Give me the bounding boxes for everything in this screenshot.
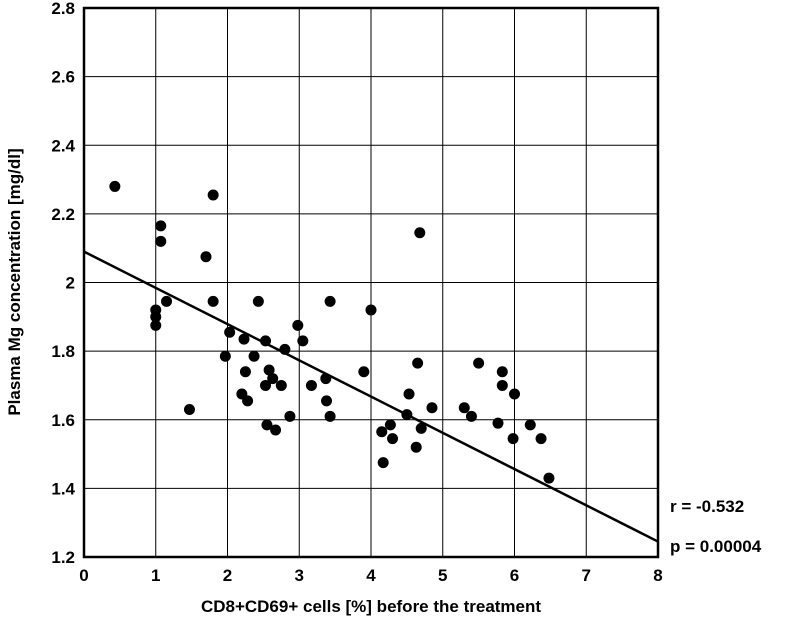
data-point: [496, 366, 508, 378]
x-axis-label: CD8+CD69+ cells [%] before the treatment: [201, 597, 541, 616]
data-point: [320, 373, 332, 385]
data-point: [200, 251, 212, 263]
data-point: [412, 357, 424, 369]
data-point: [150, 319, 162, 331]
data-point: [496, 379, 508, 391]
data-point: [207, 295, 219, 307]
data-points: [109, 180, 555, 484]
data-point: [183, 403, 195, 415]
data-point: [321, 395, 333, 407]
data-point: [252, 295, 264, 307]
y-tick-label: 2: [66, 274, 75, 293]
data-point: [219, 350, 231, 362]
data-point: [410, 441, 422, 453]
data-point: [267, 373, 279, 385]
data-point: [297, 335, 309, 347]
data-point: [260, 379, 272, 391]
data-point: [543, 472, 555, 484]
y-tick-label: 2.8: [51, 0, 75, 18]
data-point: [207, 189, 219, 201]
data-point: [263, 364, 275, 376]
x-tick-label: 8: [653, 566, 662, 585]
data-point: [305, 379, 317, 391]
data-point: [238, 333, 250, 345]
data-point: [403, 388, 415, 400]
data-point: [260, 335, 272, 347]
p-value: p = 0.00004: [670, 537, 762, 556]
x-tick-label: 0: [79, 566, 88, 585]
data-point: [292, 319, 304, 331]
data-point: [358, 366, 370, 378]
data-point: [509, 388, 520, 400]
data-point: [239, 366, 251, 378]
data-point: [150, 311, 162, 323]
data-point: [248, 350, 260, 362]
x-tick-label: 3: [295, 566, 304, 585]
data-point: [376, 426, 388, 438]
x-tick-label: 2: [223, 566, 232, 585]
y-tick-label: 2.4: [51, 136, 75, 155]
data-point: [377, 457, 389, 469]
y-tick-label: 1.4: [51, 479, 75, 498]
data-point: [473, 357, 485, 369]
x-tick-label: 5: [438, 566, 447, 585]
y-tick-labels: 1.2 1.4 1.6 1.8 2 2.2 2.4 2.6 2.8: [51, 0, 75, 567]
data-point: [161, 295, 173, 307]
y-tick-label: 1.8: [51, 342, 75, 361]
data-point: [155, 235, 167, 247]
data-point: [458, 402, 470, 414]
data-point: [415, 422, 427, 434]
data-point: [465, 410, 477, 422]
data-point: [155, 220, 167, 232]
data-point: [401, 409, 413, 421]
y-axis-label: Plasma Mg concentration [mg/dl]: [5, 148, 24, 415]
plot-frame: [82, 6, 660, 559]
x-tick-labels: 0 1 2 3 4 5 6 7 8: [79, 566, 662, 585]
data-point: [284, 410, 296, 422]
data-point: [275, 379, 287, 391]
data-point: [365, 304, 377, 316]
data-point: [535, 433, 547, 445]
y-tick-label: 1.6: [51, 411, 75, 430]
correlation-r: r = -0.532: [670, 497, 744, 516]
regression-line: [83, 250, 659, 543]
data-point: [524, 419, 536, 431]
data-point: [414, 227, 426, 239]
y-tick-label: 1.2: [51, 548, 75, 567]
x-tick-label: 4: [366, 566, 376, 585]
data-point: [261, 419, 273, 431]
data-point: [109, 180, 121, 192]
y-tick-label: 2.6: [51, 68, 75, 87]
x-tick-label: 1: [151, 566, 160, 585]
data-point: [387, 433, 399, 445]
x-tick-label: 6: [510, 566, 519, 585]
data-point: [224, 326, 236, 338]
data-point: [507, 433, 519, 445]
x-tick-label: 7: [582, 566, 591, 585]
y-tick-label: 2.2: [51, 205, 75, 224]
data-point: [270, 424, 282, 436]
data-point: [492, 417, 504, 429]
data-point: [426, 402, 438, 414]
data-point: [242, 395, 254, 407]
data-point: [279, 343, 291, 355]
data-point: [324, 410, 336, 422]
data-point: [384, 419, 396, 431]
data-point: [324, 295, 336, 307]
